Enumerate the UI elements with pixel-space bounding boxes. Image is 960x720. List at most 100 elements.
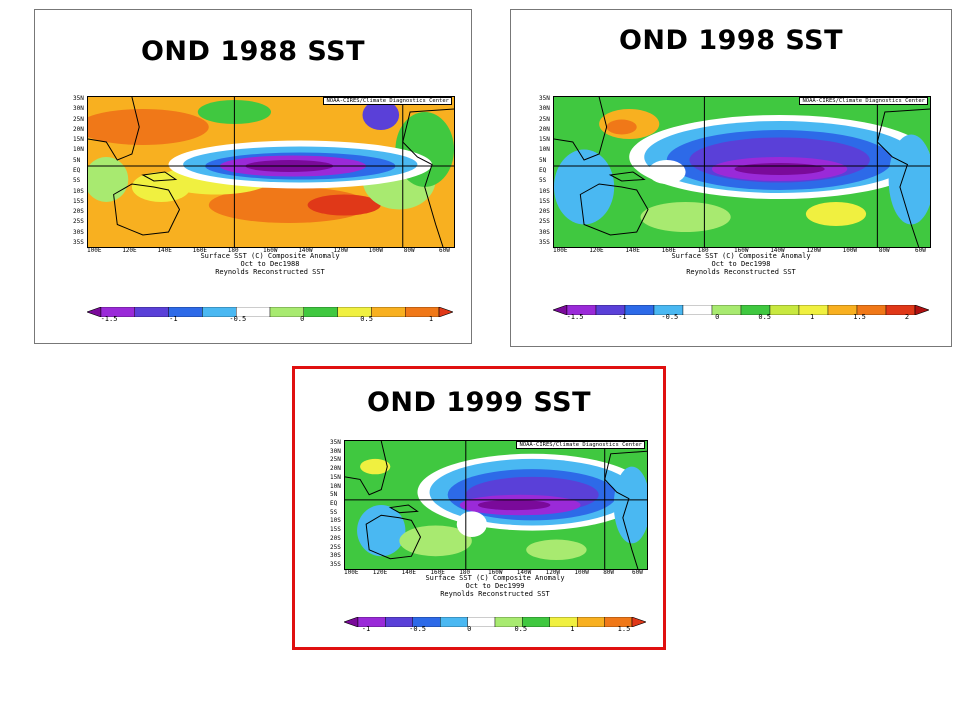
longitude-labels: 100E 120E 140E 160E 180 160W 140W 120W 100W 80W 60…: [87, 247, 453, 255]
colorbar-tick-label: 0.5: [514, 625, 528, 633]
colorbar-tick-label: -0.5: [229, 315, 247, 323]
latitude-tick-label: 20N: [539, 125, 550, 133]
latitude-tick-label: 30N: [539, 105, 550, 113]
sst-anomaly-map: 35N 30N 25N 20N 15N 10N 5N EQ 5S 10S 15S 20S 25S 30S 3…: [330, 439, 650, 640]
longitude-tick-label: 160W: [263, 247, 278, 254]
latitude-tick-label: 10S: [73, 187, 84, 195]
latitude-tick-label: 15S: [539, 197, 550, 205]
latitude-tick-label: 20S: [73, 208, 84, 216]
latitude-tick-label: 10S: [539, 187, 550, 195]
longitude-tick-label: 120E: [589, 247, 604, 254]
caption-line: Reynolds Reconstructed SST: [440, 590, 550, 598]
longitude-tick-label: 100W: [574, 569, 589, 576]
longitude-tick-label: 100E: [344, 569, 359, 576]
colorbar-labels: -1.5 -1 -0.5 0 0.5 1 1.5 2: [553, 313, 929, 322]
latitude-tick-label: 35N: [539, 95, 550, 102]
longitude-tick-label: 100E: [87, 247, 102, 254]
latitude-tick-label: 10N: [539, 146, 550, 154]
colorbar-tick-label: 1.5: [617, 625, 631, 633]
latitude-tick-label: 20N: [73, 125, 84, 133]
longitude-tick-label: 120W: [806, 247, 821, 254]
panel-title: OND 1988 SST: [140, 36, 365, 67]
map-plot-area: [344, 440, 648, 570]
colorbar-svg: [552, 304, 930, 316]
latitude-tick-label: 25N: [330, 456, 341, 464]
latitude-tick-label: 5N: [539, 156, 547, 164]
sst-field-svg: [345, 441, 647, 569]
colorbar-tick-label: 1: [810, 313, 815, 321]
colorbar-tick-label: -0.5: [661, 313, 679, 321]
colorbar-tick-label: -1: [169, 315, 178, 323]
latitude-tick-label: 25S: [330, 543, 341, 551]
colorbar-tick-label: 1.5: [853, 313, 866, 321]
longitude-tick-label: 140W: [516, 569, 532, 576]
colorbar-tick-label: 0: [715, 313, 720, 321]
longitude-tick-label: 100W: [368, 247, 384, 254]
latitude-tick-label: 15N: [539, 136, 550, 144]
latitude-tick-label: 35N: [73, 95, 84, 102]
longitude-tick-label: 140W: [770, 247, 785, 254]
longitude-labels: 100E 120E 140E 160E 180 160W 140W 120W 100W 80W 60…: [553, 247, 929, 255]
panel-title: OND 1999 SST: [366, 387, 591, 418]
latitude-tick-label: 25N: [73, 115, 84, 123]
longitude-tick-label: 120E: [122, 247, 137, 254]
colorbar-high-arrow: [631, 616, 647, 628]
latitude-tick-label: 10S: [330, 517, 341, 525]
latitude-tick-label: 10N: [330, 482, 341, 490]
map-plot-area: [87, 96, 455, 248]
latitude-tick-label: 10N: [73, 146, 84, 154]
longitude-tick-label: 160E: [430, 569, 445, 576]
latitude-tick-label: EQ: [330, 500, 338, 507]
caption-line: Surface SST (C) Composite Anomaly: [200, 252, 340, 260]
longitude-tick-label: 180: [227, 247, 239, 254]
colorbar-tick-label: 2: [904, 313, 910, 321]
latitude-tick-label: 30S: [330, 552, 341, 560]
latitude-tick-label: 35S: [73, 239, 84, 246]
latitude-tick-label: 30N: [73, 105, 84, 113]
latitude-tick-label: 25N: [539, 115, 550, 123]
colorbar: -1 -0.5 0 0.5 1 1.5: [343, 614, 647, 634]
colorbar-tick-label: 1: [428, 315, 434, 323]
longitude-labels: 100E 120E 140E 160E 180 160W 140W 120W 100W 80W 60…: [344, 569, 646, 577]
longitude-tick-label: 60W: [632, 569, 643, 576]
map-caption: Surface SST (C) Composite Anomaly Oct to …: [87, 252, 453, 276]
longitude-tick-label: 140E: [401, 569, 417, 576]
longitude-tick-label: 160W: [488, 569, 503, 576]
colorbar-high-arrow: [914, 304, 930, 316]
latitude-tick-label: 25S: [539, 218, 550, 226]
latitude-tick-label: 5S: [73, 177, 81, 185]
longitude-tick-label: 60W: [915, 247, 926, 254]
colorbar-tick-label: 0.5: [758, 313, 772, 321]
colorbar-tick-label: -0.5: [409, 625, 427, 633]
latitude-tick-label: 30S: [73, 228, 84, 236]
latitude-tick-label: 30N: [330, 447, 341, 455]
colorbar-svg: [343, 616, 647, 628]
longitude-tick-label: 160E: [192, 247, 208, 254]
longitude-tick-label: 80W: [603, 569, 615, 576]
latitude-tick-label: 25S: [73, 218, 84, 226]
longitude-tick-label: 180: [459, 569, 471, 576]
latitude-tick-label: 15S: [73, 197, 84, 205]
colorbar-tick-label: 1: [570, 625, 575, 633]
sst-field-svg: [554, 97, 930, 247]
longitude-tick-label: 120W: [333, 247, 348, 254]
longitude-tick-label: 100W: [842, 247, 858, 254]
credit-label: NOAA-CIRES/Climate Diagnostics Center: [516, 441, 645, 449]
latitude-tick-label: 35S: [539, 239, 550, 246]
panel-ond-1988: OND 1988 SST 35N 30N 25N 20N 15N 10N 5N EQ 5S 10S…: [34, 9, 472, 344]
colorbar-tick-label: -1: [361, 625, 371, 633]
caption-line: Reynolds Reconstructed SST: [686, 268, 796, 276]
latitude-tick-label: 5N: [330, 491, 338, 499]
longitude-tick-label: 140E: [625, 247, 640, 254]
caption-line: Surface SST (C) Composite Anomaly: [671, 252, 811, 260]
longitude-tick-label: 140W: [298, 247, 313, 254]
latitude-tick-label: 5N: [73, 156, 81, 164]
longitude-tick-label: 140E: [157, 247, 172, 254]
colorbar-tick-label: 0: [300, 315, 305, 323]
longitude-tick-label: 80W: [878, 247, 890, 254]
map-plot-area: [553, 96, 931, 248]
caption-line: Reynolds Reconstructed SST: [215, 268, 325, 276]
latitude-tick-label: EQ: [73, 167, 81, 174]
latitude-tick-label: 20S: [330, 534, 341, 542]
colorbar-high-arrow: [438, 306, 454, 318]
